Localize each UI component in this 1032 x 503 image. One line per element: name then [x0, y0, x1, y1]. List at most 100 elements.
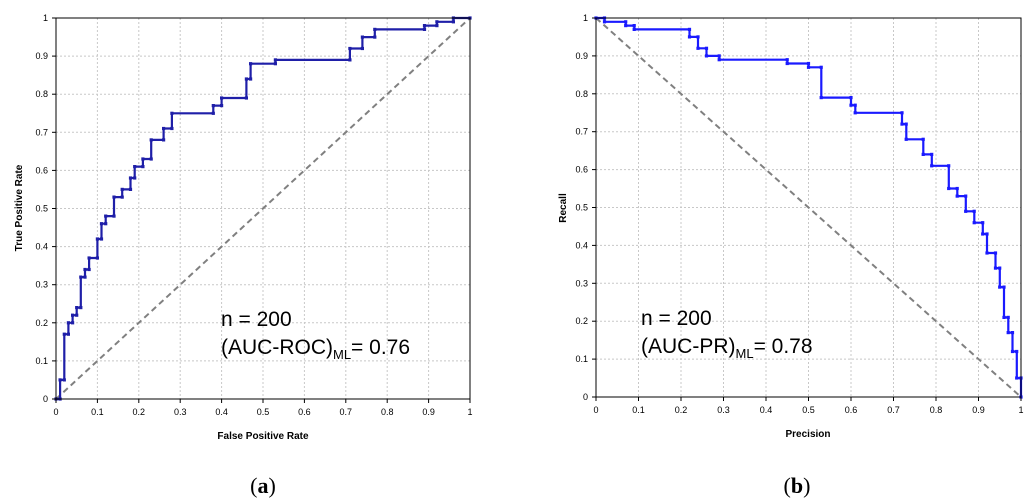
data-point-a-50	[348, 46, 352, 51]
data-point-a-12	[79, 275, 83, 279]
y-tick-label-b-5: 0.5	[575, 203, 588, 213]
data-point-b-30	[921, 152, 925, 156]
data-point-a-31	[141, 165, 145, 169]
data-point-a-44	[244, 77, 248, 81]
data-point-b-29	[921, 137, 925, 141]
y-tick-label-b-10: 1	[583, 13, 588, 23]
data-point-b-50	[1002, 315, 1006, 319]
x-tick-label-a-2: 0.2	[133, 407, 146, 417]
data-point-b-52	[1006, 331, 1010, 335]
data-point-b-26	[900, 122, 904, 126]
x-tick-label-b-1: 0.1	[632, 405, 645, 415]
data-point-a-10	[75, 306, 79, 310]
data-point-b-39	[972, 209, 976, 213]
data-point-b-32	[930, 164, 934, 168]
x-tick-label-b-2: 0.2	[675, 405, 688, 415]
data-point-a-9	[75, 313, 79, 317]
y-tick-label-a-3: 0.3	[35, 280, 48, 290]
panel-label-b-open: (	[784, 473, 791, 498]
data-point-a-36	[162, 126, 166, 131]
x-ticks-b: 0 0.1 0.2 0.3 0.4 0.5 0.6 0.7 0.8 0.9 1	[593, 397, 1024, 415]
data-point-a-43	[244, 96, 248, 100]
data-point-b-51	[1006, 315, 1010, 319]
data-point-b-3	[624, 20, 628, 24]
x-tick-label-b-0: 0	[593, 405, 598, 415]
panel-label-a-letter: a	[258, 473, 269, 498]
grid-lines-a	[56, 18, 470, 399]
data-point-a-6	[66, 321, 70, 325]
data-point-b-41	[981, 221, 985, 225]
x-tick-label-b-4: 0.4	[760, 405, 773, 415]
data-point-b-17	[806, 61, 811, 66]
data-point-b-4	[624, 24, 628, 28]
data-point-b-34	[947, 186, 951, 191]
data-point-b-43	[985, 232, 989, 236]
x-axis-title-a: False Positive Rate	[217, 431, 309, 442]
x-tick-label-b-5: 0.5	[802, 405, 815, 415]
data-point-b-37	[964, 194, 968, 198]
auc-subscript-a: ML	[333, 347, 351, 362]
data-point-a-18	[95, 237, 99, 241]
data-point-a-53	[373, 35, 377, 39]
reference-diagonal-b	[595, 17, 1022, 398]
x-ticks-a: 0 0.1 0.2 0.3 0.4 0.5 0.6 0.7 0.8 0.9 1	[53, 399, 473, 417]
y-tick-label-b-6: 0.6	[575, 165, 588, 175]
y-tick-label-b-7: 0.7	[575, 127, 588, 137]
data-point-b-28	[904, 137, 908, 141]
x-tick-label-a-5: 0.5	[257, 407, 270, 417]
data-point-b-53	[1010, 331, 1015, 335]
auc-annotation-b: (AUC-PR)ML= 0.78	[641, 335, 813, 361]
data-point-a-52	[360, 35, 364, 39]
data-point-b-46	[993, 266, 998, 270]
sample-size-annotation-b: n = 200	[641, 307, 712, 330]
data-point-a-28	[128, 176, 133, 180]
data-point-b-7	[687, 27, 692, 31]
data-point-a-20	[99, 222, 104, 226]
data-point-a-47	[273, 62, 277, 66]
data-point-b-20	[819, 96, 823, 100]
x-tick-label-a-10: 1	[467, 407, 472, 417]
data-point-b-13	[717, 54, 721, 58]
data-point-a-54	[373, 27, 377, 31]
data-point-b-48	[998, 285, 1002, 289]
y-tick-label-a-4: 0.4	[35, 242, 48, 252]
data-point-a-40	[211, 104, 215, 108]
data-point-a-4	[62, 332, 66, 336]
data-point-b-8	[687, 35, 692, 39]
x-tick-label-b-6: 0.6	[845, 405, 858, 415]
data-point-a-34	[149, 138, 153, 142]
data-point-b-38	[964, 209, 968, 213]
y-tick-label-a-9: 0.9	[35, 51, 48, 61]
data-point-a-30	[133, 165, 137, 169]
data-point-b-21	[849, 96, 853, 100]
data-point-b-24	[853, 111, 857, 115]
data-point-a-48	[273, 58, 277, 62]
y-tick-label-a-5: 0.5	[35, 204, 48, 214]
y-tick-label-b-3: 0.3	[575, 278, 588, 288]
data-point-a-17	[95, 256, 99, 260]
x-tick-label-a-4: 0.4	[215, 407, 228, 417]
data-point-b-35	[955, 186, 959, 191]
data-point-b-23	[853, 103, 857, 107]
y-tick-label-a-10: 1	[43, 13, 48, 23]
data-point-b-16	[785, 61, 789, 66]
data-point-a-16	[87, 256, 91, 260]
data-point-b-47	[998, 266, 1002, 270]
data-point-a-58	[435, 20, 439, 24]
data-point-a-46	[249, 62, 253, 66]
data-point-a-39	[211, 111, 215, 115]
x-tick-label-b-8: 0.8	[930, 405, 943, 415]
panel-label-b-letter: b	[791, 473, 803, 498]
data-point-b-42	[981, 232, 985, 236]
x-tick-label-a-0: 0	[53, 407, 58, 417]
y-ticks-b: 0 0.1 0.2 0.3 0.4 0.5 0.6 0.7 0.8 0.9 1	[575, 13, 596, 402]
data-point-b-55	[1015, 349, 1019, 354]
data-point-a-11	[79, 306, 83, 310]
x-tick-label-b-9: 0.9	[972, 405, 985, 415]
panel-label-a-close: )	[269, 473, 276, 498]
data-point-a-23	[112, 214, 116, 218]
reference-diagonal-a	[55, 17, 471, 400]
panel-label-b: (b)	[784, 473, 811, 498]
data-point-b-49	[1002, 285, 1006, 289]
y-tick-label-b-9: 0.9	[575, 51, 588, 61]
